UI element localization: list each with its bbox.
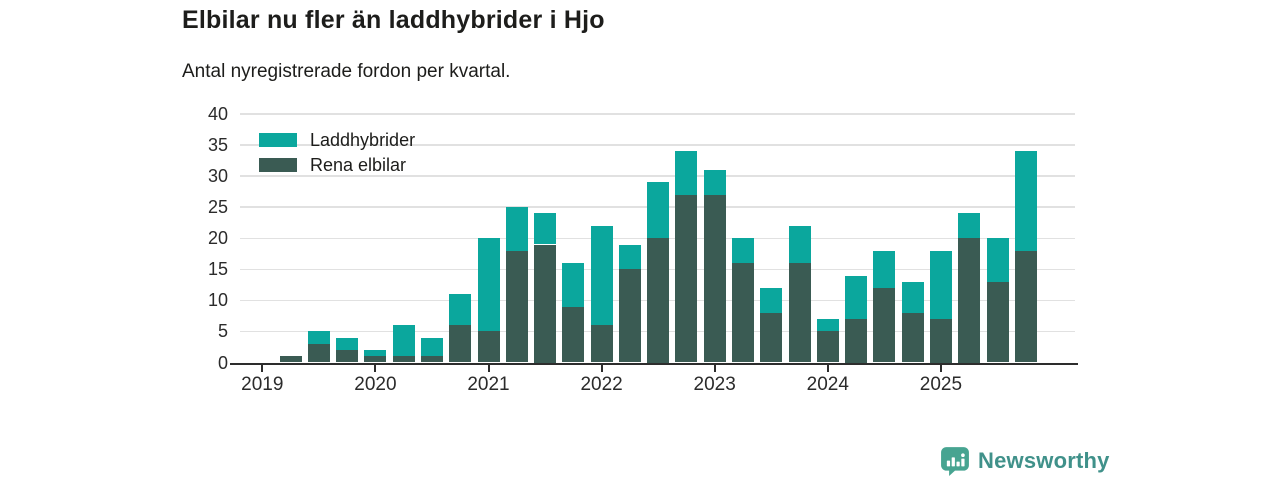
bar-segment-laddhybrider: [732, 238, 754, 264]
bar-segment-laddhybrider: [420, 337, 443, 357]
bar-segment-rena-elbilar: [986, 281, 1009, 363]
bar-segment-rena-elbilar: [279, 356, 302, 363]
brand-name: Newsworthy: [978, 448, 1110, 473]
bar-segment-laddhybrider: [392, 325, 415, 357]
x-tick-label: 2025: [919, 373, 963, 395]
bar-segment-rena-elbilar: [505, 250, 528, 363]
x-axis-line: [230, 362, 1078, 365]
year-tick: [939, 365, 942, 372]
bar-segment-laddhybrider: [307, 331, 330, 344]
bar-segment-laddhybrider: [845, 275, 868, 319]
year-tick: [261, 365, 264, 372]
bar-segment-rena-elbilar: [562, 306, 585, 363]
bar-segment-rena-elbilar: [590, 325, 613, 363]
gridline: [240, 237, 1075, 239]
bar-segment-rena-elbilar: [534, 244, 556, 363]
legend-label-laddhybrider: Laddhybrider: [310, 130, 416, 150]
bar-segment-rena-elbilar: [816, 331, 839, 363]
gridline: [240, 113, 1075, 115]
y-tick-label: 35: [207, 135, 228, 156]
bar-segment-laddhybrider: [477, 238, 500, 332]
bar-segment-laddhybrider: [816, 319, 839, 332]
bar-segment-laddhybrider: [534, 213, 556, 245]
bar-segment-rena-elbilar: [703, 194, 726, 363]
y-tick-label: 20: [207, 228, 228, 249]
y-tick-label: 40: [207, 104, 228, 124]
bar-segment-laddhybrider: [788, 225, 811, 264]
bar-segment-laddhybrider: [929, 250, 952, 319]
chart-title: Elbilar nu fler än laddhybrider i Hjo: [182, 6, 605, 34]
x-tick-label: 2019: [241, 373, 284, 395]
bar-segment-rena-elbilar: [618, 269, 641, 363]
bar-segment-rena-elbilar: [647, 238, 670, 363]
gridline: [240, 144, 1075, 146]
newsworthy-logo-icon: [941, 447, 969, 476]
bar-segment-laddhybrider: [505, 207, 528, 251]
bar-segment-rena-elbilar: [364, 356, 387, 363]
bar-segment-rena-elbilar: [449, 325, 472, 363]
bar-segment-rena-elbilar: [675, 194, 698, 363]
bar-segment-rena-elbilar: [873, 287, 896, 363]
bar-segment-laddhybrider: [986, 238, 1009, 282]
bar-segment-laddhybrider: [760, 287, 783, 313]
x-tick-label: 2021: [467, 373, 510, 395]
bar-segment-rena-elbilar: [845, 319, 868, 363]
bar-segment-rena-elbilar: [929, 319, 952, 363]
bar-segment-laddhybrider: [873, 250, 896, 288]
bar-segment-rena-elbilar: [420, 356, 443, 363]
y-tick-label: 15: [207, 259, 228, 280]
brand-footer: Newsworthy: [940, 446, 1110, 476]
year-tick: [600, 365, 603, 372]
x-tick-label: 2024: [806, 373, 849, 395]
bar-segment-laddhybrider: [675, 151, 698, 195]
bar-segment-laddhybrider: [449, 294, 472, 326]
bar-segment-laddhybrider: [618, 244, 641, 270]
legend-label-rena-elbilar: Rena elbilar: [310, 155, 407, 175]
legend-swatch-laddhybrider: [259, 133, 297, 147]
bar-segment-laddhybrider: [590, 225, 613, 326]
y-tick-label: 5: [217, 321, 228, 342]
y-tick-label: 0: [217, 352, 228, 373]
bar-segment-laddhybrider: [901, 281, 924, 313]
year-tick: [713, 365, 716, 372]
y-tick-label: 10: [207, 290, 228, 311]
bar-segment-laddhybrider: [364, 350, 387, 357]
year-tick: [487, 365, 490, 372]
bar-segment-laddhybrider: [1014, 151, 1037, 251]
bar-segment-rena-elbilar: [392, 356, 415, 363]
bar-segment-rena-elbilar: [477, 331, 500, 363]
y-tick-label: 30: [207, 166, 228, 187]
bar-segment-rena-elbilar: [307, 343, 330, 363]
bar-segment-rena-elbilar: [958, 238, 981, 363]
legend-swatch-rena-elbilar: [259, 158, 297, 172]
chart-subtitle: Antal nyregistrerade fordon per kvartal.: [182, 61, 511, 82]
bar-segment-rena-elbilar: [788, 263, 811, 363]
x-tick-label: 2023: [693, 373, 736, 395]
bar-segment-rena-elbilar: [336, 350, 359, 363]
year-tick: [374, 365, 377, 372]
bar-segment-laddhybrider: [562, 263, 585, 307]
bar-segment-rena-elbilar: [1014, 250, 1037, 363]
y-tick-label: 25: [207, 197, 228, 218]
bar-segment-rena-elbilar: [732, 263, 754, 363]
bar-segment-rena-elbilar: [760, 312, 783, 363]
gridline: [240, 175, 1075, 177]
bar-segment-rena-elbilar: [901, 312, 924, 363]
x-tick-label: 2020: [354, 373, 397, 395]
year-tick: [826, 365, 829, 372]
bar-segment-laddhybrider: [958, 213, 981, 239]
x-tick-label: 2022: [580, 373, 623, 395]
bar-segment-laddhybrider: [703, 169, 726, 195]
bar-segment-laddhybrider: [647, 182, 670, 239]
bar-segment-laddhybrider: [336, 337, 359, 350]
